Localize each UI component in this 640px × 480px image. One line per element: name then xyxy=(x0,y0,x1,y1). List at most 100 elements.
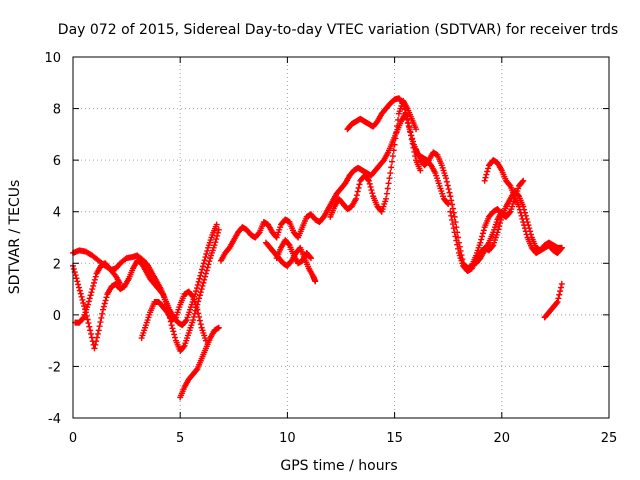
data-point xyxy=(100,303,107,310)
data-point xyxy=(199,266,206,273)
data-point xyxy=(403,112,410,119)
data-point xyxy=(484,168,491,175)
data-point xyxy=(199,263,206,270)
data-point xyxy=(355,184,362,191)
data-point xyxy=(449,216,456,223)
data-point xyxy=(193,367,200,374)
data-point xyxy=(189,292,196,299)
data-point xyxy=(449,201,456,208)
data-point xyxy=(354,188,361,195)
data-point xyxy=(197,321,204,328)
x-tick-label: 5 xyxy=(176,431,184,446)
y-tick-label: 4 xyxy=(53,206,61,221)
data-point xyxy=(400,100,407,107)
data-point xyxy=(213,236,220,243)
data-point xyxy=(85,320,92,327)
data-point xyxy=(212,239,219,246)
axis-ticks xyxy=(72,56,610,419)
data-point xyxy=(94,334,101,341)
data-point xyxy=(520,219,527,226)
data-point xyxy=(80,299,87,306)
data-point xyxy=(413,126,420,133)
data-point xyxy=(193,285,200,292)
data-point xyxy=(393,129,400,136)
x-tick-label: 10 xyxy=(279,431,296,446)
data-point xyxy=(180,343,187,350)
data-point xyxy=(399,99,406,106)
data-point xyxy=(93,338,100,345)
y-tick-label: 2 xyxy=(53,257,61,272)
x-tick-label: 20 xyxy=(494,431,511,446)
data-point xyxy=(453,237,460,244)
data-point xyxy=(556,291,563,298)
data-point xyxy=(199,282,206,289)
data-point xyxy=(389,158,396,165)
data-point xyxy=(401,106,408,113)
data-point xyxy=(518,212,525,219)
data-point xyxy=(215,324,222,331)
data-point xyxy=(96,323,103,330)
data-point xyxy=(444,199,451,206)
data-point xyxy=(446,189,453,196)
data-point xyxy=(213,221,220,228)
data-point xyxy=(523,231,530,238)
data-point xyxy=(94,330,101,337)
data-point xyxy=(554,298,561,305)
data-point xyxy=(169,325,176,332)
data-point xyxy=(481,177,488,184)
data-point xyxy=(182,318,189,325)
data-point xyxy=(91,279,98,286)
data-point xyxy=(197,272,204,279)
data-point xyxy=(408,136,415,143)
data-point xyxy=(195,310,202,317)
data-point xyxy=(455,245,462,252)
data-point xyxy=(168,322,175,329)
data-point xyxy=(95,327,102,334)
data-point xyxy=(383,195,390,202)
data-point xyxy=(449,205,456,212)
data-point xyxy=(202,273,209,280)
data-point xyxy=(78,293,85,300)
data-point xyxy=(200,279,207,286)
data-point xyxy=(70,265,77,272)
x-tick-label: 25 xyxy=(601,431,618,446)
data-point xyxy=(506,209,513,216)
data-point xyxy=(85,298,92,305)
data-point xyxy=(172,334,179,341)
data-point xyxy=(205,261,212,268)
data-point xyxy=(200,260,207,267)
data-point xyxy=(557,245,564,252)
data-point xyxy=(87,327,94,334)
data-point xyxy=(366,180,373,187)
data-point xyxy=(87,292,94,299)
data-point xyxy=(196,317,203,324)
data-point xyxy=(92,273,99,280)
data-point xyxy=(402,109,409,116)
data-point xyxy=(390,147,397,154)
data-point xyxy=(353,192,360,199)
data-point xyxy=(368,187,375,194)
data-point xyxy=(89,286,96,293)
data-point xyxy=(489,243,496,250)
data-point xyxy=(203,251,210,258)
x-axis-label: GPS time / hours xyxy=(280,458,397,474)
data-point xyxy=(516,206,523,213)
data-point xyxy=(198,269,205,276)
data-point xyxy=(88,334,95,341)
data-point xyxy=(171,331,178,338)
data-point xyxy=(483,171,490,178)
data-point xyxy=(497,220,504,227)
data-point xyxy=(443,175,450,182)
data-point xyxy=(448,197,455,204)
data-point xyxy=(445,186,452,193)
data-point xyxy=(447,208,454,215)
data-point xyxy=(519,215,526,222)
y-tick-labels: -4 -2 0 2 4 6 8 10 xyxy=(44,51,61,427)
data-point xyxy=(215,226,222,233)
data-point xyxy=(407,132,414,139)
data-point xyxy=(480,227,487,234)
data-point xyxy=(79,296,86,303)
data-point xyxy=(214,229,221,236)
data-point xyxy=(204,247,211,254)
data-point xyxy=(401,103,408,110)
